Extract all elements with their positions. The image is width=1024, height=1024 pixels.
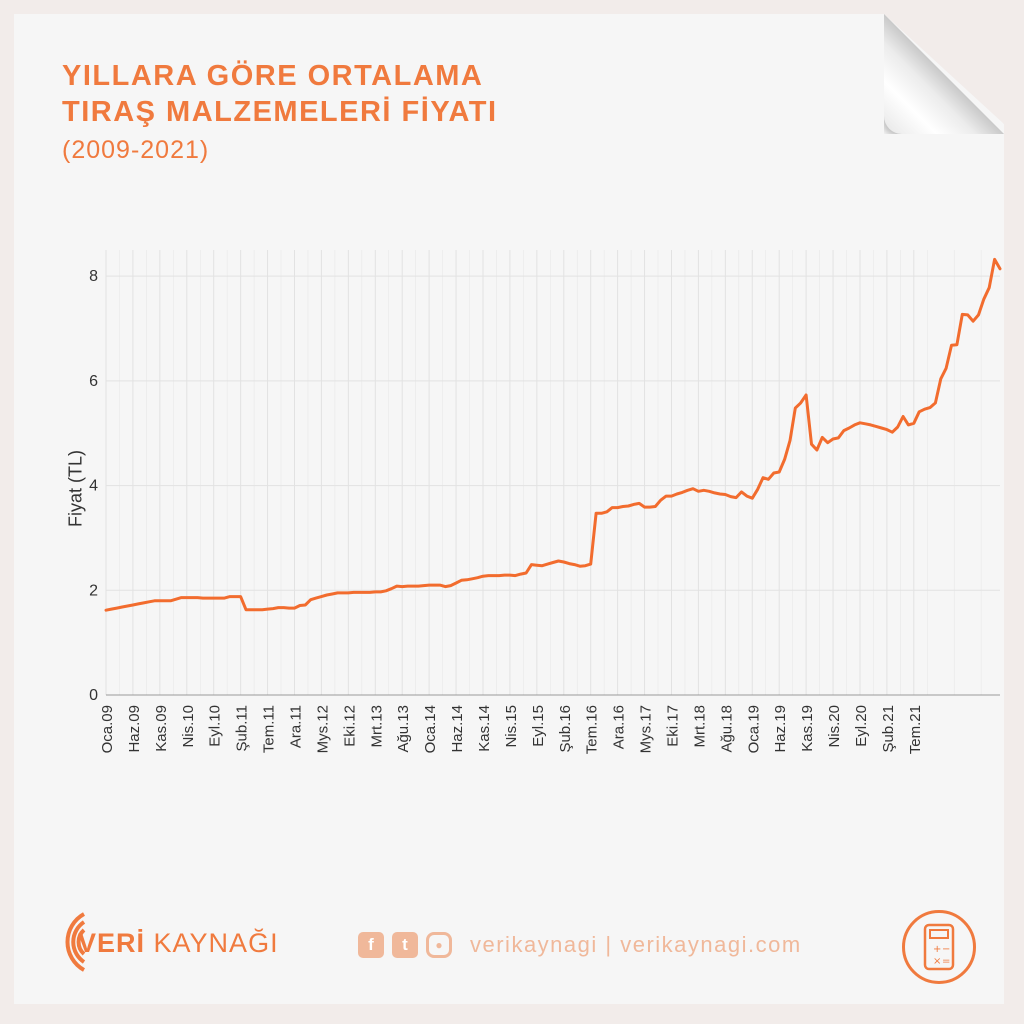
facebook-icon[interactable]: f	[358, 932, 384, 958]
x-tick-label: Eki.17	[664, 705, 681, 747]
x-tick-label: Mys.17	[638, 705, 655, 753]
x-tick-label: Eyl.10	[207, 705, 224, 747]
x-tick-label: Nis.15	[503, 705, 520, 748]
svg-text:+: +	[933, 944, 941, 955]
y-tick-label: 6	[89, 373, 98, 390]
x-tick-label: Şub.21	[880, 705, 897, 753]
x-tick-label: Ağu.18	[718, 705, 735, 753]
svg-text:−: −	[942, 944, 950, 955]
instagram-icon[interactable]: ●	[426, 932, 452, 958]
site-text[interactable]: verikaynagi | verikaynagi.com	[470, 932, 802, 957]
chart-subtitle: (2009-2021)	[62, 136, 210, 164]
x-tick-label: Eyl.15	[530, 705, 547, 747]
x-tick-label: Oca.09	[99, 705, 116, 753]
title-line-2: TIRAŞ MALZEMELERİ FİYATI	[62, 96, 498, 128]
x-axis-ticks: Oca.09 Haz.09 Kas.09 Nis.10 Eyl.10 Şub.11 Tem.…	[99, 705, 924, 754]
y-tick-label: 0	[89, 687, 98, 704]
y-tick-label: 8	[89, 268, 98, 285]
x-tick-label: Nis.10	[180, 705, 197, 748]
twitter-icon[interactable]: t	[392, 932, 418, 958]
brand-bold: VERİ	[78, 928, 146, 958]
brand-rest: KAYNAĞI	[145, 928, 279, 958]
veri-kaynagi-logo-icon	[65, 912, 86, 972]
x-tick-label: Tem.16	[584, 705, 601, 754]
x-tick-label: Nis.20	[826, 705, 843, 748]
x-tick-label: Tem.21	[907, 705, 924, 754]
x-tick-label: Tem.11	[261, 705, 278, 753]
x-tick-label: Haz.09	[126, 705, 143, 753]
x-tick-label: Oca.14	[422, 705, 439, 753]
chart-series	[104, 257, 1002, 612]
y-axis-ticks: 0 2 4 6 8	[89, 268, 98, 704]
svg-text:×: ×	[933, 956, 941, 967]
title-line-1: YILLARA GÖRE ORTALAMA	[62, 60, 484, 92]
x-tick-label: Haz.14	[449, 705, 466, 753]
x-tick-label: Eyl.20	[853, 705, 870, 747]
x-tick-label: Haz.19	[772, 705, 789, 753]
x-tick-label: Kas.19	[799, 705, 816, 752]
x-tick-label: Mrt.18	[691, 705, 708, 748]
svg-text:=: =	[942, 956, 950, 967]
x-tick-label: Kas.09	[153, 705, 170, 752]
social-icons: f t ●	[358, 932, 452, 958]
x-tick-label: Şub.11	[234, 705, 251, 751]
brand-name: VERİ KAYNAĞI	[78, 928, 279, 959]
y-tick-label: 2	[89, 582, 98, 599]
chart-grid	[105, 250, 1000, 696]
calculator-icon: + − × =	[902, 910, 976, 984]
chart-title: YILLARA GÖRE ORTALAMA TIRAŞ MALZEMELERİ …	[62, 58, 498, 130]
x-tick-label: Mrt.13	[368, 705, 385, 748]
x-tick-label: Ara.16	[611, 705, 628, 749]
x-tick-label: Kas.14	[476, 705, 493, 752]
x-tick-label: Ağu.13	[395, 705, 412, 753]
x-tick-label: Şub.16	[557, 705, 574, 753]
x-tick-label: Ara.11	[287, 705, 304, 748]
x-tick-label: Mys.12	[314, 705, 331, 753]
x-tick-label: Eki.12	[341, 705, 358, 747]
x-tick-label: Oca.19	[745, 705, 762, 753]
paper-background	[14, 14, 1004, 1004]
y-tick-label: 4	[89, 478, 98, 495]
series-line-fiyat	[104, 257, 1002, 612]
